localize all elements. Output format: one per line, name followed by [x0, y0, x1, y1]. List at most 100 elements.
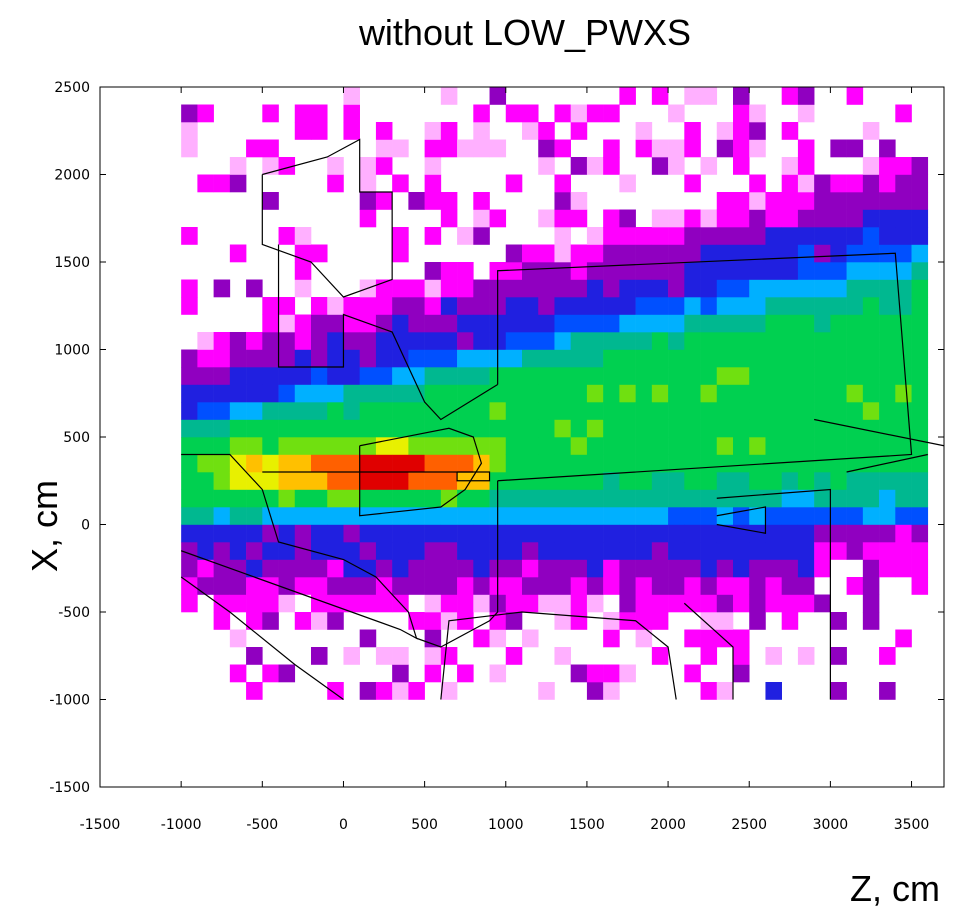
heatmap-cell: [181, 297, 198, 315]
heatmap-cell: [668, 209, 685, 228]
heatmap-cell: [830, 332, 847, 350]
heatmap-cell: [797, 559, 815, 578]
heatmap-cell: [879, 279, 896, 298]
heatmap-cell: [246, 139, 263, 158]
heatmap-cell: [814, 297, 831, 315]
heatmap-cell: [733, 559, 750, 578]
y-tick-label: 2500: [54, 80, 90, 96]
heatmap-cell: [343, 594, 360, 613]
heatmap-cell: [440, 454, 458, 473]
heatmap-cell: [733, 209, 750, 228]
heatmap-cell: [830, 139, 847, 158]
heatmap-cell: [635, 367, 653, 385]
heatmap-cell: [408, 419, 425, 438]
heatmap-cell: [424, 227, 442, 245]
heatmap-cell: [424, 314, 442, 333]
heatmap-cell: [213, 349, 231, 368]
heatmap-cell: [229, 332, 247, 350]
heatmap-cell: [473, 577, 490, 595]
heatmap-cell: [895, 297, 912, 315]
heatmap-cell: [440, 262, 458, 280]
heatmap-cell: [797, 192, 815, 210]
heatmap-cell: [343, 402, 360, 420]
heatmap-cell: [570, 419, 588, 438]
heatmap-cell: [408, 402, 425, 420]
heatmap-cell: [408, 542, 425, 560]
heatmap-cell: [814, 472, 831, 490]
heatmap-cell: [392, 314, 409, 333]
heatmap-cell: [895, 524, 912, 543]
heatmap-cell: [246, 542, 263, 560]
heatmap-cell: [895, 384, 912, 403]
heatmap-cell: [846, 437, 864, 455]
heatmap-cell: [554, 174, 571, 193]
heatmap-cell: [505, 314, 523, 333]
heatmap-cell: [619, 454, 636, 473]
heatmap-cell: [895, 402, 912, 420]
heatmap-cell: [586, 349, 604, 368]
heatmap-cell: [278, 524, 296, 543]
heatmap-cell: [749, 332, 766, 350]
heatmap-cell: [862, 122, 880, 140]
heatmap-cell: [229, 437, 247, 455]
heatmap-cell: [749, 384, 766, 403]
heatmap-cell: [603, 577, 620, 595]
heatmap-cell: [846, 297, 864, 315]
heatmap-cell: [733, 367, 750, 385]
heatmap-cell: [505, 612, 523, 630]
heatmap-cell: [278, 577, 296, 595]
heatmap-cell: [570, 664, 588, 683]
heatmap-cell: [375, 367, 393, 385]
heatmap-cell: [473, 419, 490, 438]
heatmap-cell: [538, 402, 555, 420]
heatmap-cell: [733, 244, 750, 263]
heatmap-cell: [911, 332, 929, 350]
heatmap-cell: [651, 139, 669, 158]
heatmap-cell: [684, 209, 701, 228]
heatmap-cell: [181, 349, 198, 368]
heatmap-cell: [765, 524, 782, 543]
heatmap-cell: [716, 612, 734, 630]
heatmap-cell: [440, 349, 458, 368]
heatmap-cell: [197, 104, 214, 123]
heatmap-cell: [651, 244, 669, 263]
heatmap-cell: [830, 612, 847, 630]
heatmap-cell: [457, 367, 474, 385]
heatmap-cell: [651, 227, 669, 245]
heatmap-cell: [684, 87, 701, 105]
heatmap-cell: [570, 104, 588, 123]
heatmap-cell: [684, 279, 701, 298]
heatmap-cell: [635, 314, 653, 333]
heatmap-cell: [343, 349, 360, 368]
heatmap-cell: [895, 279, 912, 298]
heatmap-cell: [781, 489, 799, 508]
heatmap-cell: [781, 244, 799, 263]
heatmap-cell: [684, 594, 701, 613]
heatmap-cell: [262, 559, 279, 578]
heatmap-cell: [716, 472, 734, 490]
heatmap-cell: [538, 279, 555, 298]
heatmap-cell: [749, 577, 766, 595]
heatmap-cell: [586, 104, 604, 123]
heatmap-cell: [522, 594, 539, 613]
heatmap-cell: [830, 192, 847, 210]
heatmap-cell: [651, 542, 669, 560]
heatmap-cell: [424, 594, 442, 613]
heatmap-cell: [700, 227, 718, 245]
heatmap-cell: [570, 402, 588, 420]
heatmap-cell: [635, 437, 653, 455]
heatmap-cell: [830, 209, 847, 228]
heatmap-cell: [457, 262, 474, 280]
heatmap-cell: [457, 297, 474, 315]
heatmap-cell: [181, 577, 198, 595]
heatmap-cell: [619, 367, 636, 385]
heatmap-cell: [651, 507, 669, 525]
heatmap-cell: [895, 507, 912, 525]
heatmap-cell: [278, 507, 296, 525]
heatmap-cell: [830, 349, 847, 368]
heatmap-cell: [408, 559, 425, 578]
heatmap-cell: [651, 419, 669, 438]
heatmap-cell: [554, 489, 571, 508]
heatmap-cell: [278, 227, 296, 245]
heatmap-cell: [229, 244, 247, 263]
